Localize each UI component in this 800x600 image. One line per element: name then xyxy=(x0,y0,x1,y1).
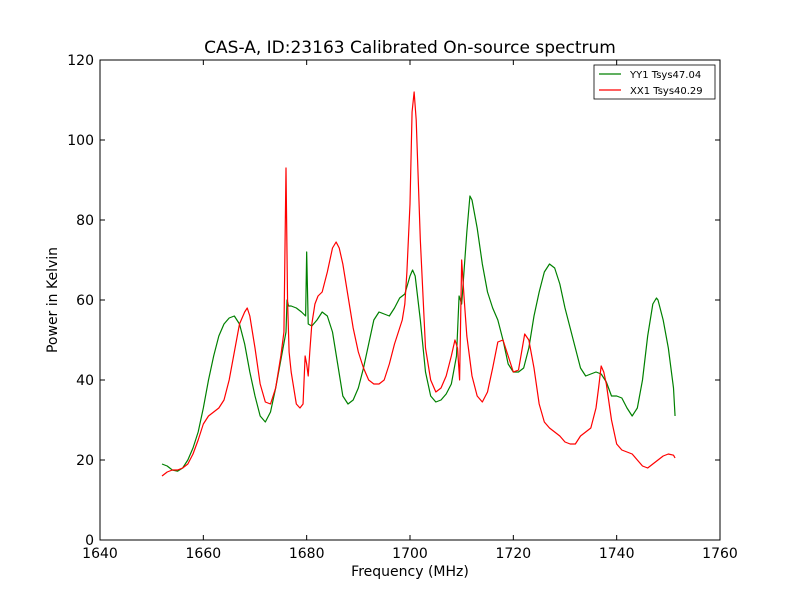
y-tick-label-1: 20 xyxy=(76,453,94,469)
axis-ticks: 1640 1660 1680 1700 1720 1740 1760 0 20 40 60 80 100… xyxy=(67,53,738,562)
x-tick-label-2: 1680 xyxy=(289,546,325,562)
legend-box xyxy=(593,64,716,100)
x-tick-label-6: 1760 xyxy=(702,546,738,562)
x-tick-label-3: 1700 xyxy=(392,546,428,562)
series-line-2 xyxy=(161,91,676,477)
legend-label-1: YY1 Tsys47.04 xyxy=(629,70,701,81)
legend-label-2: XX1 Tsys40.29 xyxy=(630,86,703,97)
y-axis-label: Power in Kelvin xyxy=(45,247,61,353)
chart-title: CAS-A, ID:23163 Calibrated On-source spe… xyxy=(204,38,616,58)
y-tick-label-3: 60 xyxy=(76,293,94,309)
x-tick-label-0: 1640 xyxy=(82,546,118,562)
y-tick-label-5: 100 xyxy=(67,133,94,149)
y-tick-label-6: 120 xyxy=(67,53,94,69)
y-tick-label-0: 0 xyxy=(85,533,94,549)
plot-area xyxy=(161,91,676,477)
x-tick-label-4: 1720 xyxy=(496,546,532,562)
x-tick-label-5: 1740 xyxy=(599,546,635,562)
series-line-1 xyxy=(161,195,676,472)
y-tick-label-4: 80 xyxy=(76,213,94,229)
y-tick-label-2: 40 xyxy=(76,373,94,389)
x-axis-label: Frequency (MHz) xyxy=(351,564,469,580)
legend: YY1 Tsys47.04 XX1 Tsys40.29 xyxy=(593,64,716,100)
x-tick-label-1: 1660 xyxy=(186,546,222,562)
